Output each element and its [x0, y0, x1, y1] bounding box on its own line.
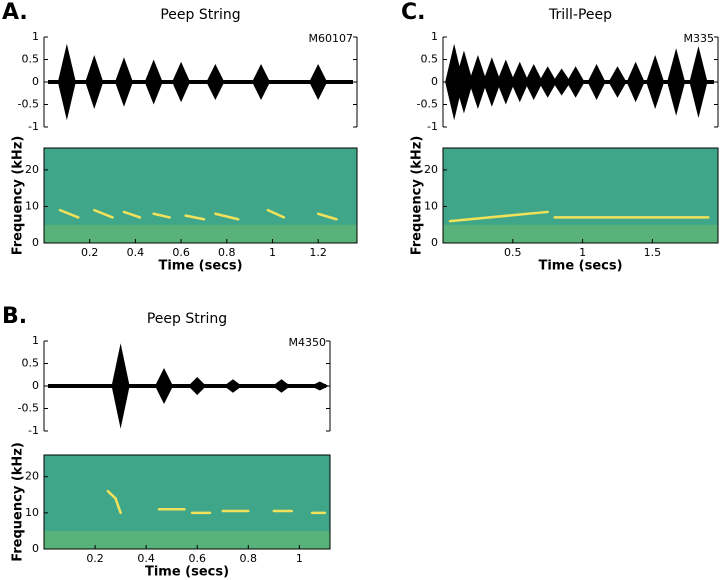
panel-title: Trill-Peep	[548, 7, 612, 23]
x-axis-label: Time (secs)	[158, 259, 242, 274]
panel-title: Peep String	[147, 311, 227, 327]
y-tick-label: -0.5	[18, 402, 39, 415]
burst	[155, 368, 174, 404]
x-tick-label: 0.8	[218, 246, 236, 259]
burst	[309, 64, 328, 100]
frame	[43, 454, 331, 550]
burst	[566, 66, 585, 98]
x-tick-label: 0.4	[137, 552, 155, 565]
y-axis-label: Frequency (kHz)	[410, 136, 425, 256]
burst	[172, 61, 191, 103]
call-trace	[448, 210, 710, 223]
y-tick-label: -1	[427, 120, 438, 133]
y-tick-label: 0	[32, 542, 39, 555]
burst	[689, 46, 708, 118]
y-tick-label: 0	[431, 75, 438, 88]
y-tick-label: -1	[28, 120, 39, 133]
y-tick-label: -0.5	[18, 98, 39, 111]
x-tick-label: 1	[269, 246, 276, 259]
y-tick-label: 20	[25, 470, 39, 483]
recording-id: M335	[684, 32, 715, 45]
x-axis-label: Time (secs)	[538, 259, 622, 274]
burst	[482, 57, 501, 107]
y-tick-label: 0	[32, 236, 39, 249]
x-tick-label: 0.4	[127, 246, 145, 259]
y-tick-label: -0.5	[417, 98, 438, 111]
burst	[538, 66, 557, 98]
low-band	[44, 224, 357, 243]
frame	[442, 147, 719, 244]
burst	[454, 50, 473, 114]
recording-id: M4350	[289, 336, 327, 349]
y-axis-label: Frequency (kHz)	[11, 442, 26, 562]
y-tick-label: 0	[32, 75, 39, 88]
y-tick-label: 0	[32, 379, 39, 392]
burst	[206, 64, 225, 100]
burst	[496, 59, 515, 105]
burst	[468, 55, 487, 109]
x-axis-label: Time (secs)	[145, 565, 229, 580]
burst	[646, 55, 665, 109]
burst	[587, 64, 606, 100]
recording-id: M60107	[309, 32, 353, 45]
burst	[188, 377, 207, 395]
burst	[272, 379, 291, 393]
y-tick-label: 20	[25, 163, 39, 176]
burst	[445, 43, 464, 121]
y-tick-label: 1	[32, 334, 39, 347]
call-trace	[58, 208, 338, 221]
burst	[223, 379, 242, 393]
burst	[252, 64, 271, 100]
y-tick-label: 0	[431, 236, 438, 249]
call-trace	[106, 489, 327, 515]
burst	[85, 55, 104, 109]
burst	[144, 59, 163, 105]
y-tick-label: 20	[424, 163, 438, 176]
burst	[667, 48, 686, 116]
y-axis-label: Frequency (kHz)	[11, 136, 26, 256]
y-tick-label: 0.5	[22, 357, 40, 370]
y-tick-label: 10	[25, 506, 39, 519]
frame	[43, 147, 358, 244]
burst	[552, 68, 571, 96]
x-tick-label: 0.2	[81, 246, 99, 259]
panel-label: C.	[401, 0, 426, 25]
burst	[114, 57, 133, 107]
low-band	[443, 224, 718, 243]
low-band	[44, 530, 330, 549]
burst	[510, 61, 529, 103]
x-tick-label: 1	[579, 246, 586, 259]
y-tick-label: 10	[424, 199, 438, 212]
y-tick-label: 1	[32, 30, 39, 43]
x-tick-label: 1.5	[644, 246, 662, 259]
burst	[111, 343, 130, 429]
x-tick-label: 1.2	[309, 246, 327, 259]
x-tick-label: 1	[296, 552, 303, 565]
panel-label: A.	[2, 0, 28, 25]
x-tick-label: 0.6	[172, 246, 190, 259]
x-tick-label: 0.6	[188, 552, 206, 565]
y-tick-label: 10	[25, 199, 39, 212]
panel-title: Peep String	[160, 7, 240, 23]
y-tick-label: 1	[431, 30, 438, 43]
x-tick-label: 0.5	[504, 246, 522, 259]
burst	[57, 43, 76, 121]
burst	[626, 61, 645, 103]
x-tick-label: 0.8	[240, 552, 258, 565]
y-tick-label: 0.5	[421, 53, 439, 66]
burst	[310, 381, 329, 391]
panel-label: B.	[2, 304, 27, 329]
burst	[608, 66, 627, 98]
burst	[524, 64, 543, 100]
x-tick-label: 0.2	[86, 552, 104, 565]
y-tick-label: 0.5	[22, 53, 40, 66]
y-tick-label: -1	[28, 424, 39, 437]
